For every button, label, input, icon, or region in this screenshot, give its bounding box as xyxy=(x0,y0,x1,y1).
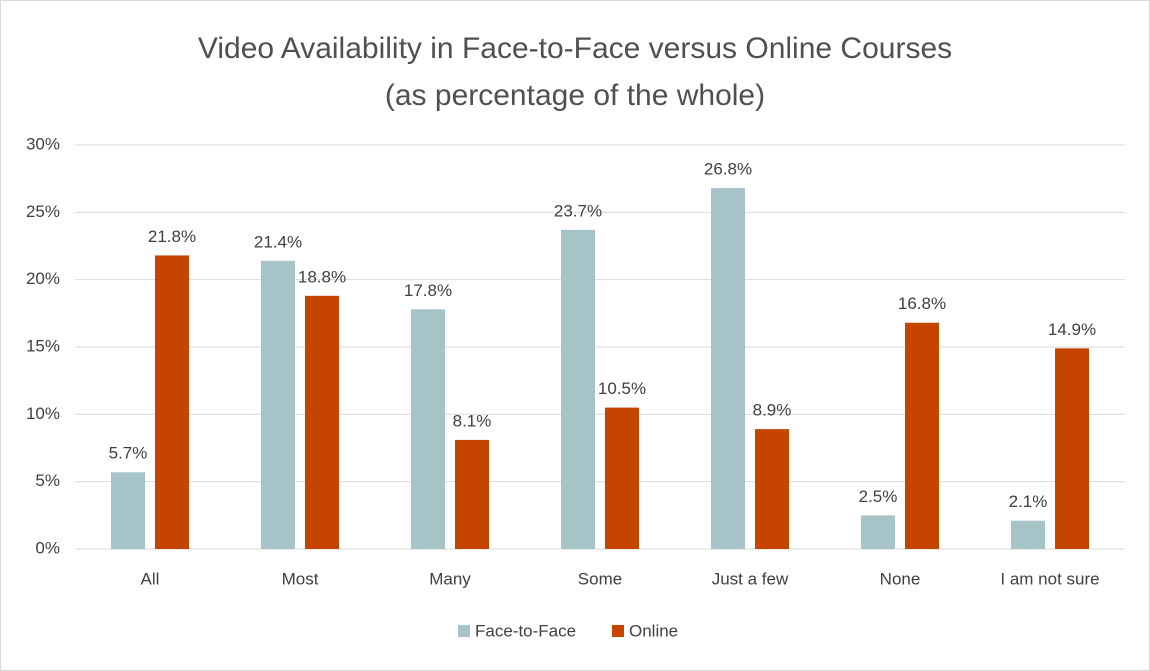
y-tick-label: 10% xyxy=(26,404,60,423)
bar xyxy=(1055,348,1089,549)
value-label: 16.8% xyxy=(898,294,946,313)
bar xyxy=(861,515,895,549)
y-tick-label: 5% xyxy=(35,471,60,490)
x-tick-label: Just a few xyxy=(712,569,789,588)
value-label: 5.7% xyxy=(109,444,148,463)
y-tick-label: 0% xyxy=(35,538,60,557)
chart-subtitle: (as percentage of the whole) xyxy=(385,79,765,112)
x-tick-label: All xyxy=(141,569,160,588)
bar xyxy=(261,260,295,549)
value-label: 23.7% xyxy=(554,201,602,220)
value-label: 17.8% xyxy=(404,281,452,300)
bar xyxy=(711,188,745,550)
bar xyxy=(605,407,639,549)
value-label: 21.4% xyxy=(254,232,302,251)
legend-swatch xyxy=(612,625,624,637)
legend-label: Online xyxy=(629,621,678,640)
legend-label: Face-to-Face xyxy=(475,621,576,640)
x-tick-label: I am not sure xyxy=(1000,569,1099,588)
value-label: 8.1% xyxy=(453,411,492,430)
chart-title: Video Availability in Face-to-Face versu… xyxy=(198,32,952,65)
x-tick-label: None xyxy=(880,569,921,588)
x-tick-label: Most xyxy=(282,569,319,588)
bar xyxy=(755,429,789,549)
value-label: 10.5% xyxy=(598,379,646,398)
value-label: 26.8% xyxy=(704,160,752,179)
bar xyxy=(905,322,939,549)
value-label: 2.1% xyxy=(1009,492,1048,511)
bar xyxy=(305,295,339,549)
y-tick-label: 25% xyxy=(26,202,60,221)
x-tick-label: Some xyxy=(578,569,622,588)
y-tick-label: 20% xyxy=(26,269,60,288)
legend-swatch xyxy=(458,625,470,637)
bar xyxy=(411,309,445,549)
bar xyxy=(155,255,189,549)
x-tick-label: Many xyxy=(429,569,471,588)
value-label: 18.8% xyxy=(298,267,346,286)
bar xyxy=(455,439,489,549)
value-label: 2.5% xyxy=(859,487,898,506)
value-label: 21.8% xyxy=(148,227,196,246)
y-tick-label: 30% xyxy=(26,134,60,153)
value-label: 14.9% xyxy=(1048,320,1096,339)
bar xyxy=(1011,520,1045,549)
value-label: 8.9% xyxy=(753,401,792,420)
bar xyxy=(561,229,595,549)
bar xyxy=(111,472,145,549)
y-tick-label: 15% xyxy=(26,336,60,355)
